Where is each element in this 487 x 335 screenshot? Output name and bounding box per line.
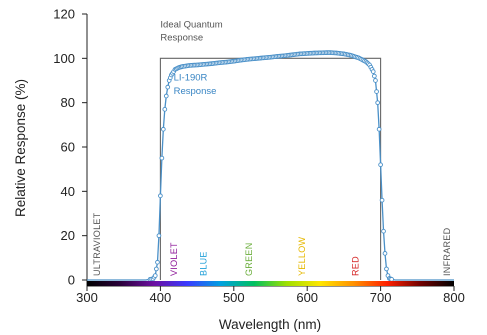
response-point [162, 106, 168, 112]
band-label-yellow: YELLOW [297, 236, 307, 276]
ideal-response-annotation: Response [160, 33, 203, 44]
x-tick-label: 500 [223, 290, 245, 305]
li190r-response-line [87, 51, 454, 281]
band-label-red: RED [350, 256, 360, 276]
y-tick-label: 0 [68, 273, 75, 288]
visible-spectrum-bar [87, 281, 454, 286]
y-tick-label: 100 [53, 51, 75, 66]
x-tick-label: 600 [296, 290, 318, 305]
axes: 0 20 40 60 80 100 120 300 400 500 600 700 800 [53, 7, 465, 306]
y-tick-label: 60 [61, 140, 75, 155]
ideal-response-annotation: Ideal Quantum [160, 19, 222, 30]
response-point [373, 78, 378, 83]
x-tick-label: 400 [150, 290, 172, 305]
response-point [389, 276, 394, 282]
response-point [152, 273, 158, 278]
band-label-violet: VIOLET [169, 242, 179, 276]
x-tick-label: 300 [76, 290, 98, 305]
response-point [156, 233, 162, 239]
response-point [381, 228, 386, 234]
y-tick-label: 120 [53, 7, 75, 22]
y-tick-label: 80 [61, 95, 75, 110]
y-tick-label: 20 [61, 228, 75, 243]
x-tick-label: 800 [443, 290, 465, 305]
response-point [160, 126, 166, 132]
band-label-ultraviolet: ULTRAVIOLET [92, 212, 102, 276]
response-point [375, 100, 381, 106]
y-tick-label: 40 [61, 184, 75, 199]
response-point [376, 126, 382, 132]
series-layer [87, 50, 454, 282]
x-tick-label: 700 [370, 290, 392, 305]
band-label-blue: BLUE [198, 251, 208, 276]
li190r-annotation: Response [174, 86, 217, 97]
band-label-green: GREEN [244, 242, 254, 276]
x-axis-title: Wavelength (nm) [219, 317, 321, 332]
response-point [372, 73, 377, 79]
response-point [382, 251, 388, 256]
response-point [154, 266, 159, 272]
response-point [165, 84, 171, 90]
band-label-infrared: INFRARED [442, 227, 452, 276]
response-point [384, 266, 389, 272]
spectrum-bar-layer [87, 281, 454, 286]
response-point [374, 89, 379, 94]
response-point [158, 193, 163, 199]
response-point [370, 69, 376, 74]
response-point [379, 197, 385, 203]
li190r-annotation: LI-190R [174, 73, 208, 84]
response-point [378, 162, 383, 168]
response-point [159, 155, 165, 161]
band-labels-layer: ULTRAVIOLET VIOLET BLUE GREEN YELLOW RED INFRA… [92, 212, 452, 276]
response-point [163, 93, 169, 99]
y-axis-title: Relative Response (%) [13, 79, 28, 217]
response-point [155, 259, 160, 265]
annotations-layer: Ideal Quantum Response LI-190R Response [160, 19, 222, 97]
